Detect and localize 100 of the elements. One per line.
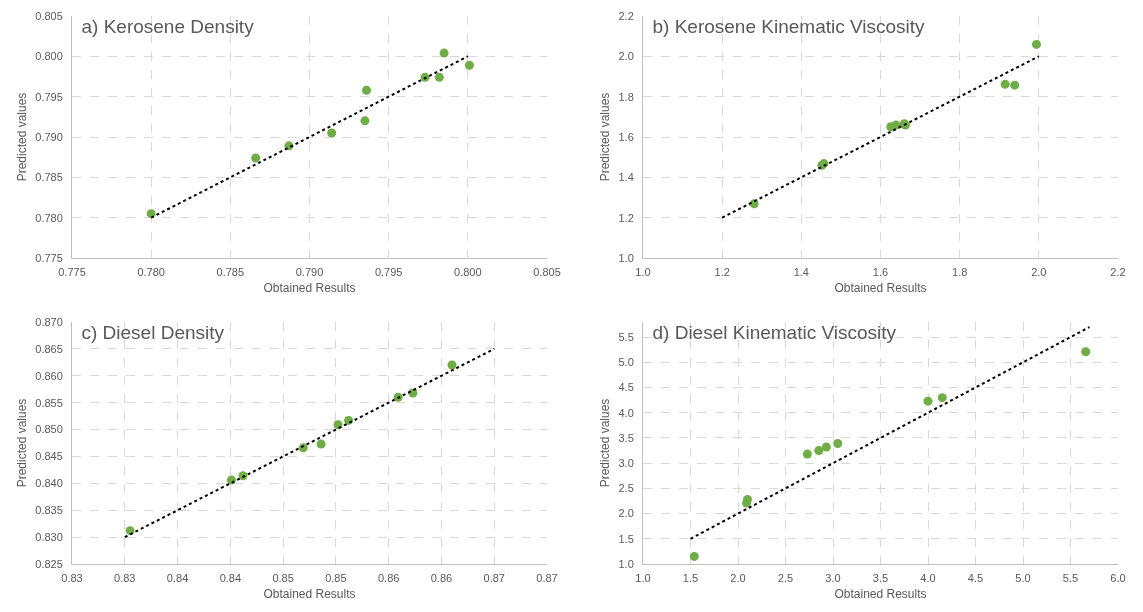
point — [937, 393, 947, 403]
x-tick-label: 5.5 — [1062, 572, 1079, 585]
x-tick-label: 0.86 — [377, 572, 400, 585]
y-tick-label: 0.855 — [35, 396, 63, 409]
y-tick-label: 1.5 — [618, 532, 634, 545]
y-tick-label: 0.835 — [35, 504, 63, 517]
x-axis-title: Obtained Results — [263, 281, 356, 296]
y-axis-title: Predicted values — [14, 398, 29, 488]
chart-title: b) Kerosene Kinematic Viscosity — [652, 15, 926, 37]
x-tick-label: 3.5 — [872, 572, 889, 585]
y-tick-label: 0.825 — [35, 557, 63, 570]
x-tick-label: 0.87 — [483, 572, 505, 585]
point — [447, 360, 457, 370]
y-tick-label: 0.865 — [35, 342, 63, 355]
y-tick-label: 2.0 — [618, 507, 634, 520]
point — [360, 116, 370, 126]
x-tick-label: 1.4 — [793, 266, 809, 279]
x-tick-label: 0.775 — [58, 266, 86, 279]
y-tick-label: 0.845 — [35, 450, 63, 463]
y-axis-title: Predicted values — [597, 92, 612, 182]
x-tick-label: 5.0 — [1015, 572, 1031, 585]
y-tick-label: 1.6 — [618, 130, 634, 143]
y-tick-label: 0.850 — [35, 423, 63, 436]
point — [802, 449, 812, 459]
point — [316, 439, 326, 449]
x-tick-label: 0.780 — [137, 266, 165, 279]
y-axis-title: Predicted values — [597, 398, 612, 488]
x-tick-label: 0.83 — [114, 572, 136, 585]
y-tick-label: 0.790 — [35, 130, 63, 143]
chart-title: d) Diesel Kinematic Viscosity — [652, 321, 897, 343]
x-tick-label: 3.0 — [825, 572, 841, 585]
y-tick-label: 0.780 — [35, 211, 63, 224]
y-tick-label: 1.4 — [618, 171, 634, 184]
x-tick-label: 1.5 — [682, 572, 699, 585]
point — [1010, 80, 1020, 90]
x-tick-label: 0.87 — [536, 572, 558, 585]
x-tick-label: 4.0 — [920, 572, 936, 585]
y-tick-label: 0.785 — [35, 171, 63, 184]
chart-title: c) Diesel Density — [81, 321, 225, 343]
point — [146, 209, 156, 219]
point — [251, 153, 261, 163]
y-tick-label: 5.0 — [618, 356, 634, 369]
x-tick-label: 0.785 — [216, 266, 245, 279]
y-tick-label: 4.5 — [618, 381, 634, 394]
point — [743, 494, 752, 504]
x-tick-label: 1.8 — [952, 266, 968, 279]
y-tick-label: 3.0 — [618, 457, 634, 470]
point — [814, 446, 824, 456]
x-axis-title: Obtained Results — [834, 587, 927, 602]
y-tick-label: 1.8 — [618, 90, 634, 103]
y-tick-label: 0.840 — [35, 477, 63, 490]
y-tick-label: 0.870 — [35, 315, 63, 328]
x-tick-label: 0.805 — [533, 266, 561, 279]
x-tick-label: 1.0 — [635, 572, 651, 585]
x-tick-label: 0.83 — [61, 572, 83, 585]
y-tick-label: 0.830 — [35, 530, 63, 543]
x-tick-label: 2.0 — [1031, 266, 1047, 279]
x-tick-label: 0.85 — [272, 572, 294, 585]
chart-title: a) Kerosene Density — [81, 15, 255, 37]
x-tick-label: 1.2 — [714, 266, 730, 279]
y-tick-label: 2.5 — [618, 482, 634, 495]
point — [821, 442, 831, 452]
y-tick-label: 3.5 — [618, 431, 634, 444]
x-axis-title: Obtained Results — [834, 281, 927, 296]
x-tick-label: 2.2 — [1110, 266, 1126, 279]
x-tick-label: 1.0 — [635, 266, 651, 279]
point — [464, 60, 474, 70]
x-tick-label: 0.86 — [430, 572, 453, 585]
y-tick-label: 2.2 — [618, 9, 634, 22]
y-tick-label: 0.775 — [35, 251, 63, 264]
y-tick-label: 0.795 — [35, 90, 63, 103]
point — [833, 439, 843, 448]
y-tick-label: 0.800 — [35, 50, 63, 63]
point — [689, 551, 699, 561]
point — [226, 475, 236, 485]
y-tick-label: 0.860 — [35, 369, 63, 382]
y-tick-label: 5.5 — [618, 330, 634, 343]
point — [362, 85, 371, 95]
x-tick-label: 2.5 — [777, 572, 794, 585]
x-axis-title: Obtained Results — [263, 587, 356, 602]
point — [439, 48, 449, 58]
y-tick-label: 1.0 — [618, 251, 634, 264]
y-tick-label: 4.0 — [618, 406, 634, 419]
x-tick-label: 0.85 — [325, 572, 347, 585]
y-tick-label: 2.0 — [618, 50, 634, 63]
x-tick-label: 0.84 — [166, 572, 189, 585]
point — [434, 72, 444, 82]
x-tick-label: 0.795 — [374, 266, 403, 279]
y-tick-label: 1.0 — [618, 557, 634, 570]
y-tick-label: 0.805 — [35, 9, 63, 22]
point — [1031, 39, 1041, 49]
y-tick-label: 1.2 — [618, 211, 634, 224]
x-tick-label: 0.790 — [295, 266, 324, 279]
y-axis-title: Predicted values — [14, 92, 29, 182]
x-tick-label: 2.0 — [730, 572, 746, 585]
x-tick-label: 0.84 — [219, 572, 242, 585]
point — [1000, 79, 1010, 89]
point — [327, 128, 337, 138]
x-tick-label: 6.0 — [1110, 572, 1126, 585]
point — [1081, 347, 1091, 357]
